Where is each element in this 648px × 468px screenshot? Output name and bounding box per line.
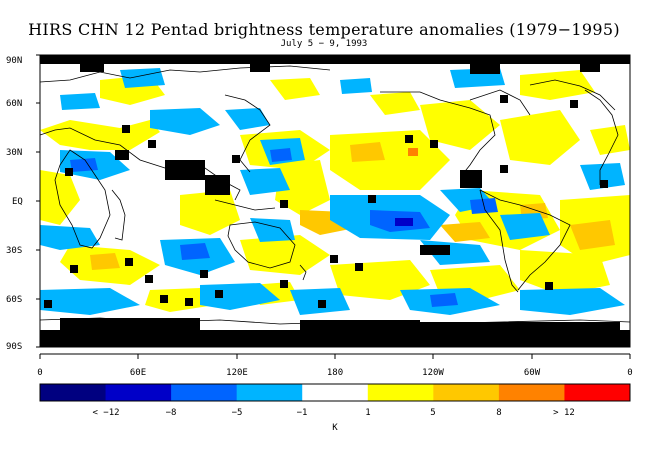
lon-label: 60E — [130, 368, 146, 378]
no-data-arctic — [40, 55, 630, 64]
lat-label: 30S — [6, 246, 22, 256]
map-title: HIRS CHN 12 Pentad brightness temperatur… — [28, 20, 620, 39]
color-legend: < −12 −8 −5 −1 1 5 8 > 12 K — [39, 383, 631, 433]
legend-label: 1 — [365, 408, 370, 418]
no-data-antarctic — [40, 330, 630, 347]
legend-label: −8 — [166, 408, 177, 418]
legend-label: −1 — [297, 408, 308, 418]
lat-label: 60N — [6, 99, 22, 109]
lat-label: EQ — [12, 197, 23, 207]
legend-swatch — [302, 384, 369, 401]
no-data-antarctic — [300, 320, 420, 332]
legend-label: −5 — [232, 408, 243, 418]
legend-swatch — [367, 384, 434, 401]
lat-label: 60S — [6, 295, 22, 305]
coastlines — [40, 65, 630, 325]
legend-label: > 12 — [553, 408, 575, 418]
no-data-antarctic — [420, 322, 620, 332]
legend-frame — [39, 383, 631, 402]
legend-label: 8 — [496, 408, 501, 418]
latitude-axis: 90N 60N 30N EQ 30S 60S 90S — [6, 54, 40, 352]
lon-label: 120E — [226, 368, 248, 378]
lat-label: 30N — [6, 148, 22, 158]
lon-label: 0 — [627, 368, 632, 378]
positive-anomaly-strong — [408, 148, 418, 156]
legend-swatches — [40, 384, 631, 401]
anomaly-field — [40, 55, 630, 347]
lat-label: 90S — [6, 342, 22, 352]
lat-label: 90N — [6, 56, 22, 66]
legend-label: < −12 — [92, 408, 119, 418]
legend-swatch — [40, 384, 107, 401]
legend-swatch — [105, 384, 172, 401]
lon-label: 60W — [524, 368, 541, 378]
no-data-cells — [44, 64, 608, 308]
map-subtitle: July 5 − 9, 1993 — [280, 39, 368, 49]
legend-swatch — [236, 384, 303, 401]
lon-label: 120W — [422, 368, 444, 378]
longitude-axis: 0 60E 120E 180 120W 60W 0 — [37, 353, 633, 378]
legend-swatch — [564, 384, 631, 401]
lon-label: 180 — [327, 368, 343, 378]
lon-label: 0 — [37, 368, 42, 378]
legend-swatch — [498, 384, 565, 401]
negative-anomaly-strong — [395, 218, 413, 226]
legend-swatch — [433, 384, 500, 401]
legend-unit: K — [332, 423, 338, 433]
legend-label: 5 — [430, 408, 435, 418]
legend-swatch — [171, 384, 238, 401]
